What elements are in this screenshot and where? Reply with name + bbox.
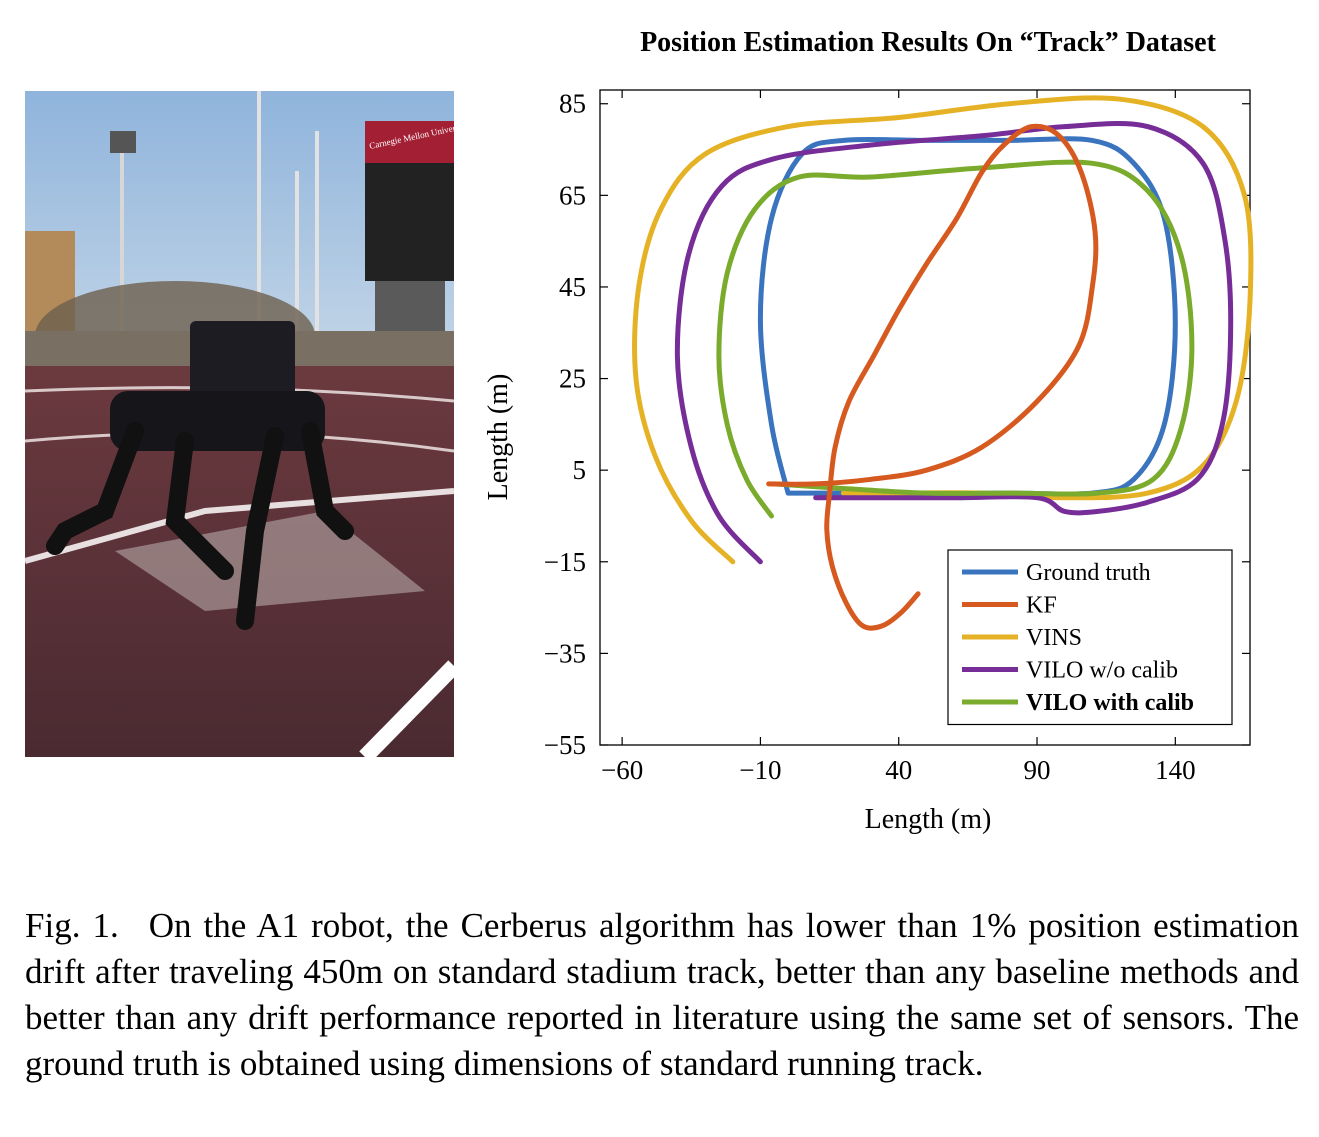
y-tick-label: 45 xyxy=(559,272,586,302)
series-line-vilo-w-o-calib xyxy=(674,121,1234,565)
legend-label: VILO w/o calib xyxy=(1026,658,1178,684)
legend-label: KF xyxy=(1026,593,1057,619)
caption-text: On the A1 robot, the Cerberus algorithm … xyxy=(25,906,1299,1083)
series-line-ground-truth xyxy=(757,136,1178,497)
chart-title: Position Estimation Results On “Track” D… xyxy=(640,27,1216,58)
y-tick-label: −55 xyxy=(544,730,586,760)
y-tick-label: 5 xyxy=(573,455,587,485)
x-axis-title: Length (m) xyxy=(865,804,992,835)
robot-photo: Carnegie Mellon University xyxy=(25,91,454,757)
y-tick-label: 25 xyxy=(559,364,586,394)
light-pole xyxy=(120,146,124,376)
legend: Ground truth KF VINS VILO w/o calib VILO wit… xyxy=(947,549,1233,726)
flag-pole xyxy=(315,131,319,381)
legend-label: Ground truth xyxy=(1026,560,1151,586)
legend-label: VINS xyxy=(1026,625,1082,651)
y-tick-label: −15 xyxy=(544,547,586,577)
figure-label: Fig. 1. xyxy=(25,906,119,945)
robot-dog-icon xyxy=(46,321,354,630)
series-line-vilo-with-calib xyxy=(716,159,1195,519)
lane-line xyxy=(25,488,454,564)
y-tick-label: 65 xyxy=(559,180,586,210)
series-lines xyxy=(632,95,1254,631)
legend-label: VILO with calib xyxy=(1026,690,1194,716)
stadium-light-icon xyxy=(110,131,136,153)
scoreboard-banner xyxy=(365,121,454,163)
y-tick-label: 85 xyxy=(559,89,586,119)
x-tick-label: 90 xyxy=(1024,755,1051,785)
x-tick-label: 40 xyxy=(885,755,912,785)
position-estimation-chart: Position Estimation Results On “Track” D… xyxy=(483,27,1254,835)
lane-line xyxy=(359,660,454,757)
figure-caption: Fig. 1. On the A1 robot, the Cerberus alg… xyxy=(25,903,1299,1087)
axis-ticks: −60 −10 40 90 140 85 65 45 25 5 −15 −35 −55 xyxy=(544,89,1250,785)
x-tick-label: 140 xyxy=(1155,755,1196,785)
series-line-kf xyxy=(766,123,1099,631)
flag-pole xyxy=(257,91,261,381)
y-tick-label: −35 xyxy=(544,638,586,668)
plot-frame xyxy=(599,89,1251,746)
x-tick-label: −10 xyxy=(739,755,781,785)
series-line-vins xyxy=(632,95,1254,565)
robot-photo-drawing: Carnegie Mellon University xyxy=(25,91,454,757)
flag-pole xyxy=(295,171,299,381)
x-tick-label: −60 xyxy=(601,755,643,785)
y-axis-title: Length (m) xyxy=(483,374,514,501)
